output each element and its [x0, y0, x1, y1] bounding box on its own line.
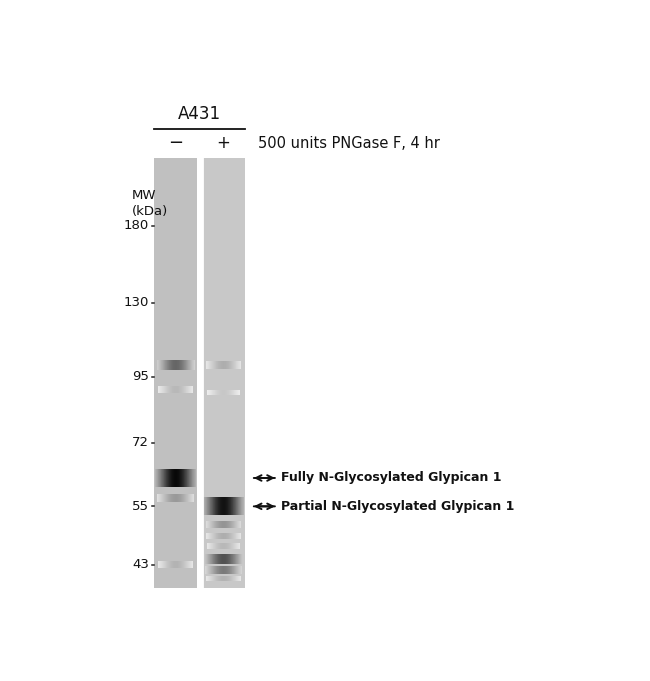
Text: 500 units PNGase F, 4 hr: 500 units PNGase F, 4 hr	[257, 136, 439, 151]
Text: A431: A431	[178, 106, 221, 123]
Text: 72: 72	[132, 436, 150, 449]
Text: 43: 43	[133, 558, 150, 571]
Text: 130: 130	[124, 296, 150, 309]
Text: 55: 55	[132, 500, 150, 513]
Text: MW
(kDa): MW (kDa)	[131, 189, 168, 218]
Text: +: +	[216, 134, 231, 152]
Bar	[154, 158, 197, 588]
Text: −: −	[168, 134, 183, 152]
Text: Partial N-Glycosylated Glypican 1: Partial N-Glycosylated Glypican 1	[281, 500, 515, 513]
Text: Fully N-Glycosylated Glypican 1: Fully N-Glycosylated Glypican 1	[281, 471, 502, 484]
Text: 95: 95	[133, 370, 150, 383]
Text: 180: 180	[124, 219, 150, 232]
Bar	[202, 158, 245, 588]
